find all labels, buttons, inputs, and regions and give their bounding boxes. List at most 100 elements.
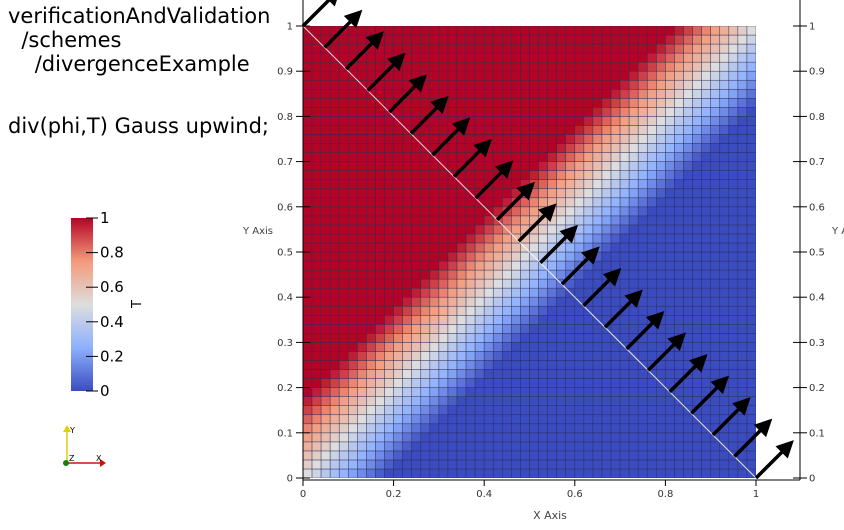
mesh-cell	[683, 116, 693, 126]
mesh-cell	[728, 441, 739, 452]
mesh-cell	[384, 450, 394, 461]
mesh-cell	[574, 188, 585, 199]
mesh-cell	[538, 450, 548, 461]
mesh-cell	[492, 161, 503, 171]
mesh-cell	[601, 251, 612, 262]
mesh-cell	[375, 414, 385, 425]
mesh-cell	[619, 107, 630, 117]
mesh-cell	[619, 161, 630, 171]
mesh-cell	[556, 161, 567, 171]
mesh-cell	[692, 143, 702, 153]
mesh-cell	[311, 414, 322, 425]
mesh-cell	[656, 98, 666, 108]
mesh-cell	[347, 278, 358, 289]
mesh-cell	[411, 224, 422, 235]
mesh-cell	[583, 143, 594, 153]
mesh-cell	[619, 314, 630, 325]
mesh-cell	[438, 260, 449, 271]
mesh-cell	[366, 378, 376, 388]
mesh-cell	[320, 351, 331, 361]
mesh-cell	[347, 179, 358, 190]
mesh-cell	[520, 269, 530, 280]
mesh-cell	[511, 378, 521, 388]
mesh-cell	[665, 450, 675, 461]
mesh-cell	[357, 260, 367, 271]
mesh-cell	[357, 269, 367, 280]
mesh-cell	[683, 260, 693, 271]
mesh-cell	[357, 197, 367, 208]
mesh-cell	[347, 369, 358, 379]
mesh-cell	[574, 233, 585, 244]
mesh-cell	[483, 324, 494, 334]
mesh-cell	[656, 70, 666, 81]
mesh-cell	[565, 134, 576, 144]
mesh-cell	[474, 423, 485, 434]
mesh-cell	[320, 107, 331, 117]
mesh-cell	[366, 260, 376, 271]
mesh-cell	[320, 79, 331, 90]
mesh-cell	[538, 269, 548, 280]
mesh-cell	[628, 107, 639, 117]
mesh-cell	[710, 369, 721, 379]
mesh-cell	[592, 134, 603, 144]
mesh-cell	[447, 143, 458, 153]
mesh-cell	[438, 125, 449, 135]
mesh-cell	[637, 43, 648, 54]
mesh-cell	[719, 405, 730, 416]
mesh-cell	[601, 450, 612, 461]
mesh-cell	[556, 143, 567, 153]
mesh-cell	[502, 450, 512, 461]
mesh-cell	[483, 233, 494, 244]
mesh-cell	[511, 387, 521, 397]
mesh-cell	[538, 378, 548, 388]
mesh-cell	[601, 125, 612, 135]
mesh-cell	[384, 43, 394, 54]
mesh-cell	[329, 405, 340, 416]
mesh-cell	[665, 414, 675, 425]
mesh-cell	[628, 161, 639, 171]
mesh-cell	[701, 224, 712, 235]
mesh-cell	[520, 26, 530, 36]
mesh-cell	[438, 70, 449, 81]
mesh-cell	[366, 405, 376, 416]
mesh-cell	[492, 242, 503, 253]
mesh-cell	[465, 70, 476, 81]
mesh-cell	[311, 405, 322, 416]
mesh-cell	[420, 351, 431, 361]
mesh-cell	[502, 387, 512, 397]
mesh-cell	[420, 26, 431, 36]
mesh-cell	[619, 324, 630, 334]
mesh-cell	[710, 26, 721, 36]
mesh-cell	[656, 459, 666, 470]
mesh-cell	[474, 468, 485, 478]
mesh-cell	[429, 269, 440, 280]
mesh-cell	[610, 125, 621, 135]
mesh-cell	[511, 369, 521, 379]
mesh-cell	[583, 43, 594, 54]
mesh-cell	[465, 378, 476, 388]
mesh-cell	[601, 405, 612, 416]
mesh-cell	[656, 423, 666, 434]
mesh-cell	[674, 116, 684, 126]
mesh-cell	[456, 468, 467, 478]
mesh-cell	[737, 351, 748, 361]
colorbar-title: T	[130, 300, 145, 309]
mesh-cell	[710, 43, 721, 54]
mesh-cell	[556, 468, 567, 478]
mesh-cell	[592, 116, 603, 126]
mesh-cell	[411, 333, 422, 343]
mesh-cell	[683, 179, 693, 190]
mesh-cell	[556, 324, 567, 334]
mesh-cell	[384, 260, 394, 271]
mesh-cell	[529, 360, 539, 370]
mesh-cell	[710, 251, 721, 262]
mesh-cell	[447, 34, 458, 45]
mesh-cell	[683, 251, 693, 262]
mesh-cell	[303, 459, 313, 470]
mesh-cell	[402, 269, 413, 280]
mesh-cell	[565, 324, 576, 334]
mesh-cell	[583, 468, 594, 478]
mesh-cell	[701, 333, 712, 343]
mesh-cell	[728, 52, 739, 63]
